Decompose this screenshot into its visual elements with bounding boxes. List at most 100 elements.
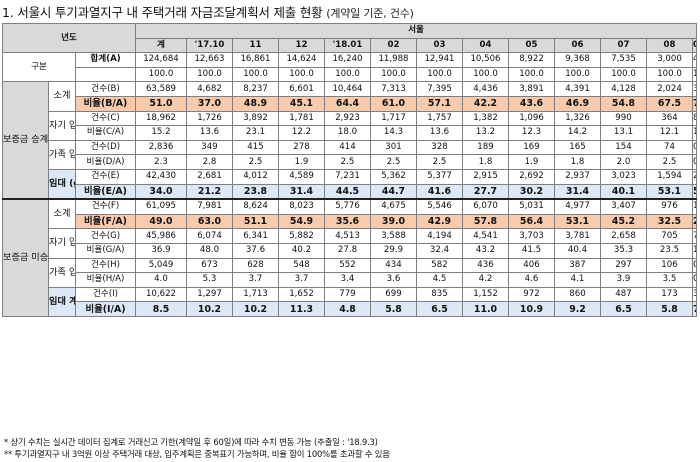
cell-value: 53.1 [646, 183, 693, 200]
cell-value: 1,757 [416, 110, 463, 127]
cell-value: 2.5 [370, 154, 417, 170]
cell-value: 43.2 [462, 242, 509, 259]
cell-value: 31.4 [278, 183, 325, 200]
cell-value: 3.9 [600, 272, 647, 288]
cell-value: 3,703 [508, 228, 555, 244]
group-label: 임대 (gap) [48, 168, 76, 200]
cell-value: 41.6 [416, 183, 463, 200]
page-title: 1. 서울시 투기과열지구 내 주택거래 자금조달계획서 제출 현황 (계약일 … [2, 2, 414, 21]
cell-value: 44.7 [370, 183, 417, 200]
period-header: 02 [370, 37, 417, 54]
cell-value: 387 [554, 257, 601, 274]
data-row: 가족 입주건수(H)5,0496736285485524345824364063… [3, 257, 697, 288]
cell-value: 13.6 [416, 125, 463, 141]
period-header: 07 [600, 37, 647, 54]
cell-value: 48.9 [232, 95, 279, 112]
data-row: 비율(D/A) 2.3 2.8 2.5 1.9 2.5 2.5 2.5 1.8 1.9 1.8 2.0… [3, 154, 697, 170]
cell-value: 44.5 [324, 183, 371, 200]
cell-value: 57.1 [416, 95, 463, 112]
cell-value: 3.7 [278, 272, 325, 288]
cell-value: 2.0 [600, 154, 647, 170]
cell-value: 48.0 [186, 242, 233, 259]
period-header: 06 [554, 37, 601, 54]
cell-value: 10 [692, 198, 697, 215]
period-header: 12 [278, 37, 325, 54]
cell-value: 3,407 [600, 198, 647, 215]
cell-value: 5.8 [646, 301, 693, 317]
cell-value: 7,395 [416, 81, 463, 97]
header-row-region: 년도 서울 [2, 22, 697, 54]
row-label: 건수(C) [75, 110, 136, 127]
cell-value: 51.1 [232, 213, 279, 230]
cell-value: 35.3 [600, 242, 647, 259]
cell-value: 10,622 [135, 286, 187, 303]
cell-value: 30.2 [508, 183, 555, 200]
cell-value: 32.4 [416, 242, 463, 259]
cell-value: 2.5 [232, 154, 279, 170]
cell-value: 42.2 [462, 95, 509, 112]
group-label: 소계 [48, 198, 76, 230]
cell-value: 45,986 [135, 228, 187, 244]
cell-value: 297 [600, 257, 647, 274]
cell-value: 1,326 [554, 110, 601, 127]
cell-value: 4,012 [232, 168, 279, 185]
total-pct: 100.0 [692, 66, 697, 83]
row-label: 비율(D/A) [75, 154, 136, 170]
cell-value: 9.2 [554, 301, 601, 317]
cell-value: 29.9 [370, 242, 417, 259]
cell-value: 1,781 [278, 110, 325, 127]
cell-value: 27.7 [462, 183, 509, 200]
cell-value: 278 [278, 139, 325, 156]
cell-value: 42.9 [416, 213, 463, 230]
cell-value: 5.3 [186, 272, 233, 288]
cell-value: 13.2 [462, 125, 509, 141]
cell-value: 61,095 [135, 198, 187, 215]
cell-value: 31.4 [554, 183, 601, 200]
cell-value: 57.8 [462, 213, 509, 230]
cell-value: 34.0 [135, 183, 187, 200]
data-row: 비율(E/A) 34.0 21.2 23.8 31.4 44.5 44.7 41.6 27.7 3… [3, 183, 697, 200]
total-value: 16,861 [232, 52, 279, 68]
cell-value: 1,152 [462, 286, 509, 303]
cell-value: 8,624 [232, 198, 279, 215]
cell-value: 328 [416, 139, 463, 156]
group-label: 자기 입주 [48, 228, 76, 259]
cell-value: 12.3 [508, 125, 555, 141]
cell-value: 10,464 [324, 81, 371, 97]
data-row: 자기 입주건수(G)45,9866,0746,3415,8824,5133,58… [3, 228, 697, 259]
total-pct: 100.0 [646, 66, 693, 83]
cell-value: 8,023 [278, 198, 325, 215]
cell-value: 4,589 [278, 168, 325, 185]
cell-value: 35.6 [324, 213, 371, 230]
total-pct: 100.0 [135, 66, 187, 83]
cell-value: 4.0 [135, 272, 187, 288]
cell-value: 173 [646, 286, 693, 303]
title-sub: (계약일 기준, 건수) [326, 7, 414, 20]
cell-value: 6,601 [278, 81, 325, 97]
cell-value: 2,923 [324, 110, 371, 127]
data-row: 자기 입주건수(C)18,9621,7263,8921,7812,9231,71… [3, 110, 697, 141]
cell-value: 8,237 [232, 81, 279, 97]
cell-value: 4,977 [554, 198, 601, 215]
cell-value: 12.1 [646, 125, 693, 141]
cell-value: 7,313 [370, 81, 417, 97]
cell-value: 23.8 [232, 183, 279, 200]
cell-value: 0 [692, 139, 697, 156]
cell-value: 3.5 [646, 272, 693, 288]
total-pct-row: 100.0 100.0 100.0 100.0 100.0 100.0 100.0 100.0… [3, 66, 697, 83]
data-row: 비율(I/A) 8.5 10.2 10.2 11.3 4.8 5.8 6.5 11.0 10.9 9… [3, 301, 697, 317]
cell-value: 301 [370, 139, 417, 156]
cell-value: 7.3 [692, 301, 697, 317]
cell-value: 75.6 [692, 95, 697, 112]
group-label: 가족 입주 [48, 257, 76, 288]
cell-value: 2,024 [646, 81, 693, 97]
cell-value: 976 [646, 198, 693, 215]
total-value: 12,663 [186, 52, 233, 68]
period-header: '18.01 [324, 37, 371, 54]
data-row: 비율(F/A) 49.0 63.0 51.1 54.9 35.6 39.0 42.9 57.8 5… [3, 213, 697, 230]
cell-value: 5,362 [370, 168, 417, 185]
total-pct: 100.0 [600, 66, 647, 83]
total-pct: 100.0 [370, 66, 417, 83]
cell-value: 4.2 [462, 272, 509, 288]
cell-value: 106 [646, 257, 693, 274]
